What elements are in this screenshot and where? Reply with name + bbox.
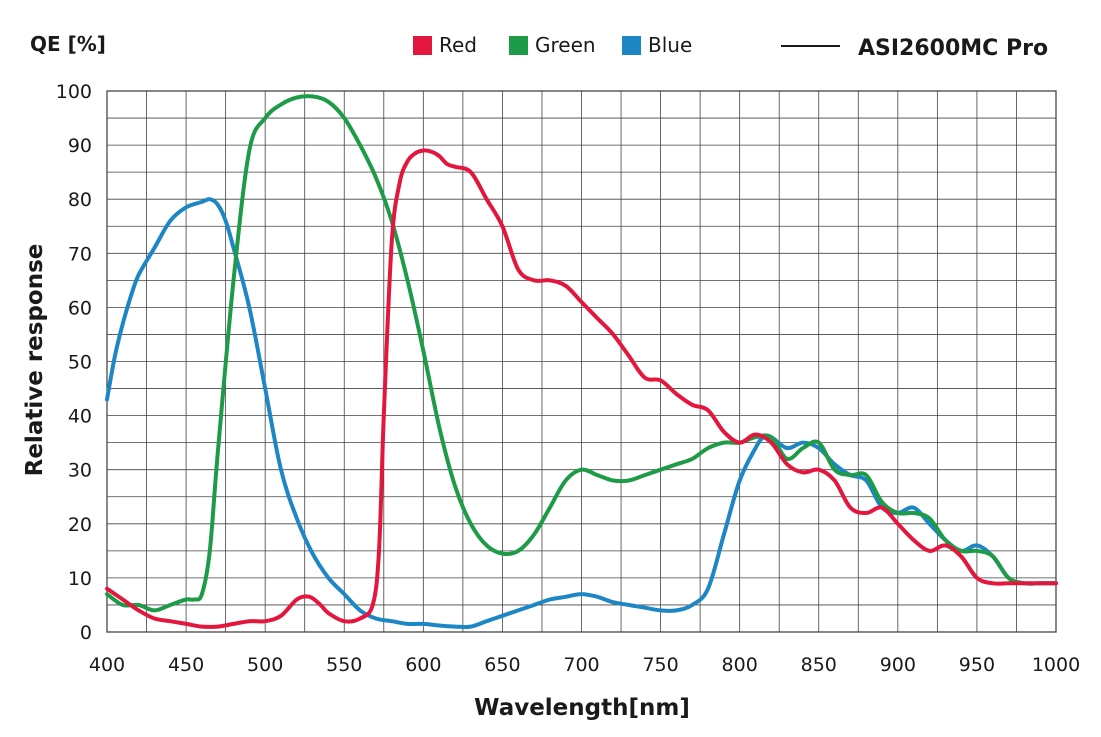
legend-item-red: Red <box>413 33 477 57</box>
legend-item-blue: Blue <box>622 33 692 57</box>
y-unit-label: QE [%] <box>30 32 106 56</box>
series-line-green <box>105 94 1058 613</box>
y-tick-label: 80 <box>68 189 92 211</box>
y-tick-label: 50 <box>68 352 92 374</box>
y-tick-label: 30 <box>68 460 92 482</box>
x-tick-label: 600 <box>405 654 441 676</box>
x-tick-label: 850 <box>801 654 837 676</box>
x-tick-label: 800 <box>722 654 758 676</box>
y-tick-label: 10 <box>68 568 92 590</box>
y-tick-label: 0 <box>80 622 92 644</box>
legend: Red Green Blue ASI2600MC Pro <box>413 33 1048 61</box>
y-tick-label: 40 <box>68 406 92 428</box>
x-tick-label: 1000 <box>1032 654 1080 676</box>
series-line-red <box>105 148 1058 629</box>
series-lines <box>105 94 1058 630</box>
x-tick-label: 900 <box>880 654 916 676</box>
x-tick-label: 500 <box>247 654 283 676</box>
x-axis-ticks: 400 450 500 550 600 650 700 750 800 850 900 950 1000 <box>89 654 1080 676</box>
x-axis-title: Wavelength[nm] <box>474 695 690 721</box>
y-tick-label: 70 <box>68 243 92 265</box>
y-axis-ticks: 0 10 20 30 40 50 60 70 80 90 100 <box>56 81 92 644</box>
x-tick-label: 950 <box>959 654 995 676</box>
x-tick-label: 650 <box>484 654 520 676</box>
y-tick-label: 90 <box>68 135 92 157</box>
legend-label-red: Red <box>439 33 477 57</box>
legend-swatch-blue <box>622 36 641 55</box>
y-tick-label: 100 <box>56 81 92 103</box>
x-tick-label: 700 <box>563 654 599 676</box>
x-tick-label: 400 <box>89 654 125 676</box>
model-name: ASI2600MC Pro <box>858 36 1048 61</box>
legend-label-green: Green <box>535 33 596 57</box>
y-tick-label: 60 <box>68 297 92 319</box>
legend-item-green: Green <box>509 33 596 57</box>
x-tick-label: 750 <box>642 654 678 676</box>
grid <box>106 90 1057 633</box>
legend-label-blue: Blue <box>648 33 692 57</box>
legend-item-model: ASI2600MC Pro <box>781 36 1048 61</box>
y-axis-title: Relative response <box>22 244 48 477</box>
y-tick-label: 20 <box>68 514 92 536</box>
legend-swatch-green <box>509 36 528 55</box>
x-tick-label: 450 <box>168 654 204 676</box>
x-tick-label: 550 <box>326 654 362 676</box>
legend-swatch-red <box>413 36 432 55</box>
